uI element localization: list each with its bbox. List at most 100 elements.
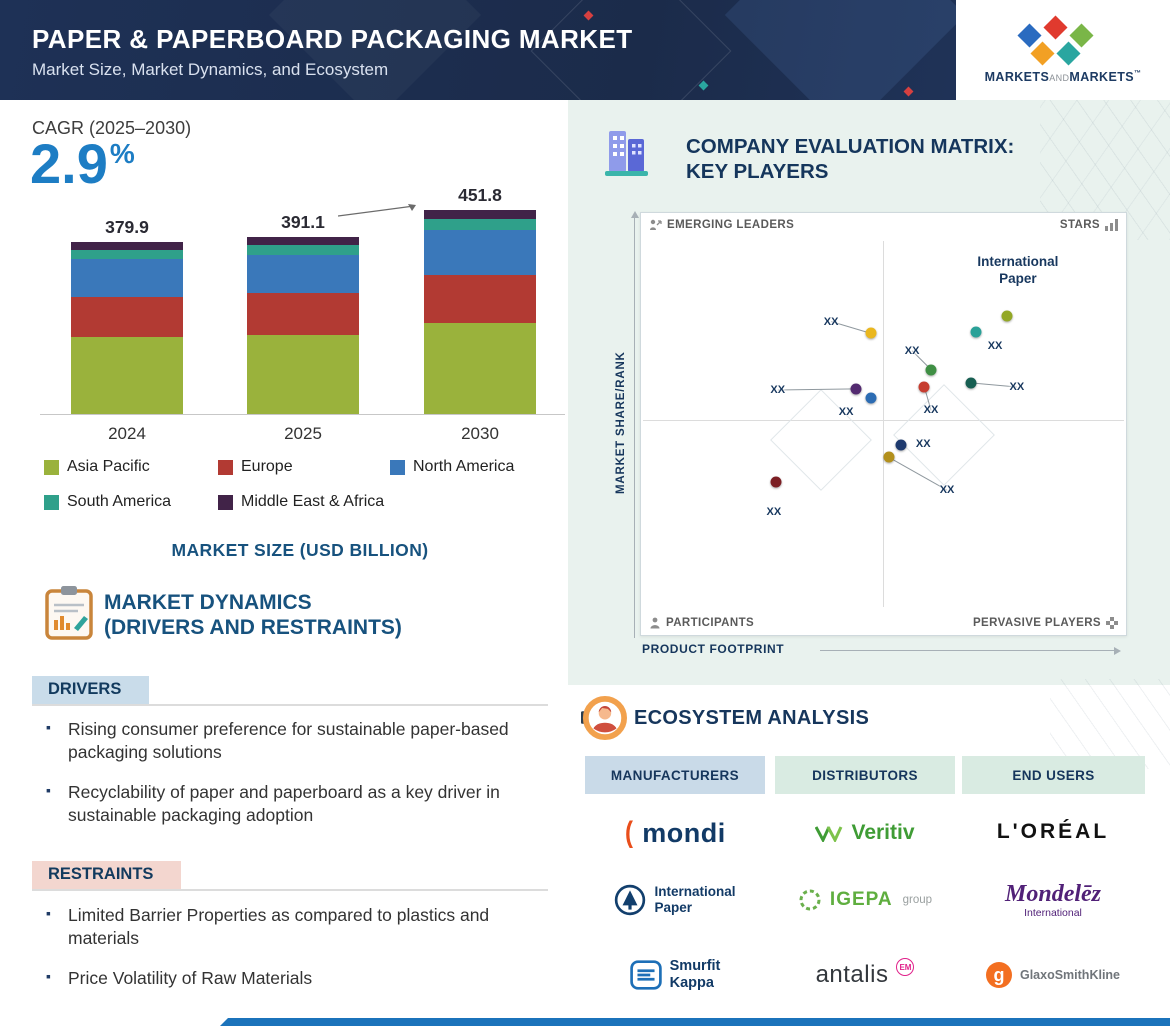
legend-item-north-america: North America [390, 458, 514, 476]
matrix-point-label: XX [904, 344, 920, 357]
quadrant-stars: STARS [1060, 219, 1118, 231]
bar-segment [247, 245, 359, 255]
bars-container [40, 150, 565, 414]
header-decor-dot [698, 80, 709, 91]
restraints-heading: RESTRAINTS [32, 861, 182, 889]
growth-arrow [338, 204, 416, 217]
bullet-item: Price Volatility of Raw Materials [44, 967, 546, 990]
matrix-point [925, 364, 937, 376]
matrix-title: COMPANY EVALUATION MATRIX: KEY PLAYERS [686, 135, 1015, 183]
mondelez-wordmark: Mondelēz International [1005, 880, 1101, 919]
logo-smurfit-kappa: Smurfit Kappa [582, 948, 768, 1002]
veritiv-mark-icon [815, 825, 843, 842]
matrix-point [883, 451, 895, 463]
legend-chip [218, 459, 233, 475]
bar-segment [247, 293, 359, 335]
bullet-item: Rising consumer preference for sustainab… [44, 718, 546, 764]
tab-manufacturers[interactable]: MANUFACTURERS [585, 756, 765, 794]
matrix-point [850, 383, 862, 395]
quadrant-divider-vertical [883, 241, 884, 607]
logo-international-paper: International Paper [582, 873, 768, 927]
drivers-header-row: DRIVERS [32, 676, 548, 706]
matrix-point [970, 326, 982, 337]
clipboard-chart-icon [44, 584, 94, 647]
ecosystem-title: ECOSYSTEM ANALYSIS [634, 707, 870, 729]
legend-item-south-america: South America [44, 493, 171, 511]
emerging-leaders-icon [650, 219, 662, 230]
logo-glaxosmithkline: g GlaxoSmithKline [960, 948, 1146, 1002]
matrix-point-label: XX [823, 315, 839, 328]
bar-value-2025: 391.1 [281, 212, 325, 232]
matrix-point-label: XX [939, 484, 955, 497]
bar-year-2030: 2030 [461, 424, 499, 443]
matrix-plot-area: International Paper XX XX XX XX XX XX XX XX XX XX [641, 239, 1126, 609]
matrix-point-label: XX [770, 383, 786, 396]
matrix-y-axis-line [630, 211, 639, 638]
header-decor-dot [903, 86, 914, 97]
page-title: PAPER & PAPERBOARD PACKAGING MARKET [32, 24, 633, 54]
restraints-header-row: RESTRAINTS [32, 861, 548, 891]
matrix-point-label: XX [766, 506, 782, 519]
matrix-point-label: XX [923, 404, 939, 417]
market-dynamics-title: MARKET DYNAMICS (DRIVERS AND RESTRAINTS) [104, 591, 402, 639]
stars-icon [1105, 219, 1118, 231]
ecosystem-person-icon [581, 695, 627, 746]
matrix-point-label: XX [838, 406, 854, 419]
x-axis-line [40, 414, 565, 415]
tab-end-users[interactable]: END USERS [962, 756, 1145, 794]
bar-segment [424, 322, 536, 414]
bar-segment [247, 254, 359, 294]
drivers-heading: DRIVERS [32, 676, 150, 704]
header-decor-shape [724, 0, 966, 100]
gsk-g-icon: g [985, 962, 1012, 988]
matrix-point [965, 377, 977, 389]
bar-segment [424, 230, 536, 275]
smurfit-kappa-icon [629, 960, 662, 990]
bar-segment [71, 259, 183, 297]
international-paper-wordmark: International Paper [654, 884, 736, 915]
matrix-point [895, 439, 907, 451]
bar-segment [71, 337, 183, 414]
matrix-bottom-labels: PARTICIPANTS PERVASIVE PLAYERS [649, 617, 1118, 629]
legend-chip [390, 459, 405, 475]
company-evaluation-matrix-section: COMPANY EVALUATION MATRIX: KEY PLAYERS M… [568, 100, 1170, 685]
bar-segment [424, 210, 536, 220]
legend-chip [44, 459, 59, 475]
bar-segment [247, 237, 359, 246]
logo-mondelez: Mondelēz International [960, 873, 1146, 927]
matrix-y-axis-label: MARKET SHARE/RANK [615, 351, 627, 495]
participants-icon [650, 617, 660, 629]
bar-segment [71, 242, 183, 251]
bar-segment [424, 274, 536, 323]
mondi-mark-icon: ( [625, 816, 634, 849]
bar-year-2025: 2025 [284, 424, 322, 443]
logo-antalis: antalis EM [772, 948, 958, 1002]
quadrant-emerging-leaders: EMERGING LEADERS [649, 219, 794, 231]
pervasive-players-icon [1106, 617, 1118, 629]
bullet-item: Limited Barrier Properties as compared t… [44, 904, 546, 950]
matrix-x-axis-label: PRODUCT FOOTPRINT [642, 642, 785, 656]
market-size-bar-chart: 379.9 391.1 451.8 2024 2025 2030 [40, 150, 565, 450]
brand-diamonds-icon [1017, 14, 1107, 66]
matrix-point-label: XX [987, 340, 1003, 353]
bullet-item: Recyclability of paper and paperboard as… [44, 781, 546, 827]
antalis-em-badge: EM [896, 958, 915, 976]
page-subtitle: Market Size, Market Dynamics, and Ecosys… [32, 60, 389, 79]
brand-wordmark: MARKETSANDMARKETS™ [984, 69, 1142, 84]
stacked-bar-2024 [71, 242, 183, 414]
matrix-point [770, 476, 782, 488]
igepa-ring-icon [799, 889, 821, 911]
bar-segment [424, 219, 536, 230]
matrix-point-label: XX [915, 437, 931, 450]
cagr-label: CAGR (2025–2030) [32, 118, 192, 138]
matrix-point [865, 392, 877, 404]
tab-distributors[interactable]: DISTRIBUTORS [775, 756, 955, 794]
legend-item-asia-pacific: Asia Pacific [44, 458, 150, 476]
matrix-chart: EMERGING LEADERS STARS International Pap… [640, 212, 1127, 636]
legend-item-middle-east-africa: Middle East & Africa [218, 493, 384, 511]
international-paper-tree-icon [615, 884, 646, 916]
matrix-point [918, 381, 930, 393]
bar-value-2024: 379.9 [105, 217, 149, 237]
stacked-bar-2030 [424, 210, 536, 414]
